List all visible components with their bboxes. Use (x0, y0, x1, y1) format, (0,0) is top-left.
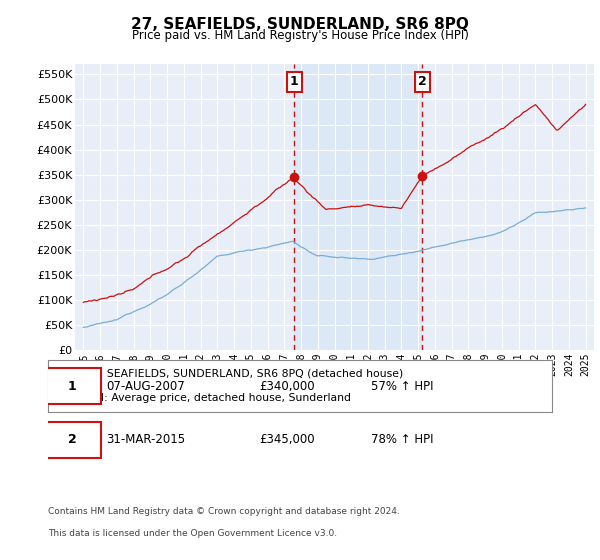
Text: 27, SEAFIELDS, SUNDERLAND, SR6 8PQ: 27, SEAFIELDS, SUNDERLAND, SR6 8PQ (131, 17, 469, 32)
Text: 57% ↑ HPI: 57% ↑ HPI (371, 380, 433, 393)
Text: Contains HM Land Registry data © Crown copyright and database right 2024.: Contains HM Land Registry data © Crown c… (48, 507, 400, 516)
Text: Price paid vs. HM Land Registry's House Price Index (HPI): Price paid vs. HM Land Registry's House … (131, 29, 469, 42)
Text: 2: 2 (418, 76, 427, 88)
Text: This data is licensed under the Open Government Licence v3.0.: This data is licensed under the Open Gov… (48, 529, 337, 538)
Text: 1: 1 (68, 380, 77, 393)
Text: £340,000: £340,000 (260, 380, 316, 393)
FancyBboxPatch shape (43, 422, 101, 458)
Bar (295, 64, 422, 350)
Text: 2: 2 (68, 433, 77, 446)
Text: 31-MAR-2015: 31-MAR-2015 (106, 433, 185, 446)
Text: HPI: Average price, detached house, Sunderland: HPI: Average price, detached house, Sund… (86, 393, 351, 403)
Text: 1: 1 (290, 76, 299, 88)
Text: £345,000: £345,000 (260, 433, 316, 446)
Text: 07-AUG-2007: 07-AUG-2007 (106, 380, 185, 393)
Text: 27, SEAFIELDS, SUNDERLAND, SR6 8PQ (detached house): 27, SEAFIELDS, SUNDERLAND, SR6 8PQ (deta… (86, 368, 403, 379)
Text: 78% ↑ HPI: 78% ↑ HPI (371, 433, 433, 446)
FancyBboxPatch shape (43, 368, 101, 404)
